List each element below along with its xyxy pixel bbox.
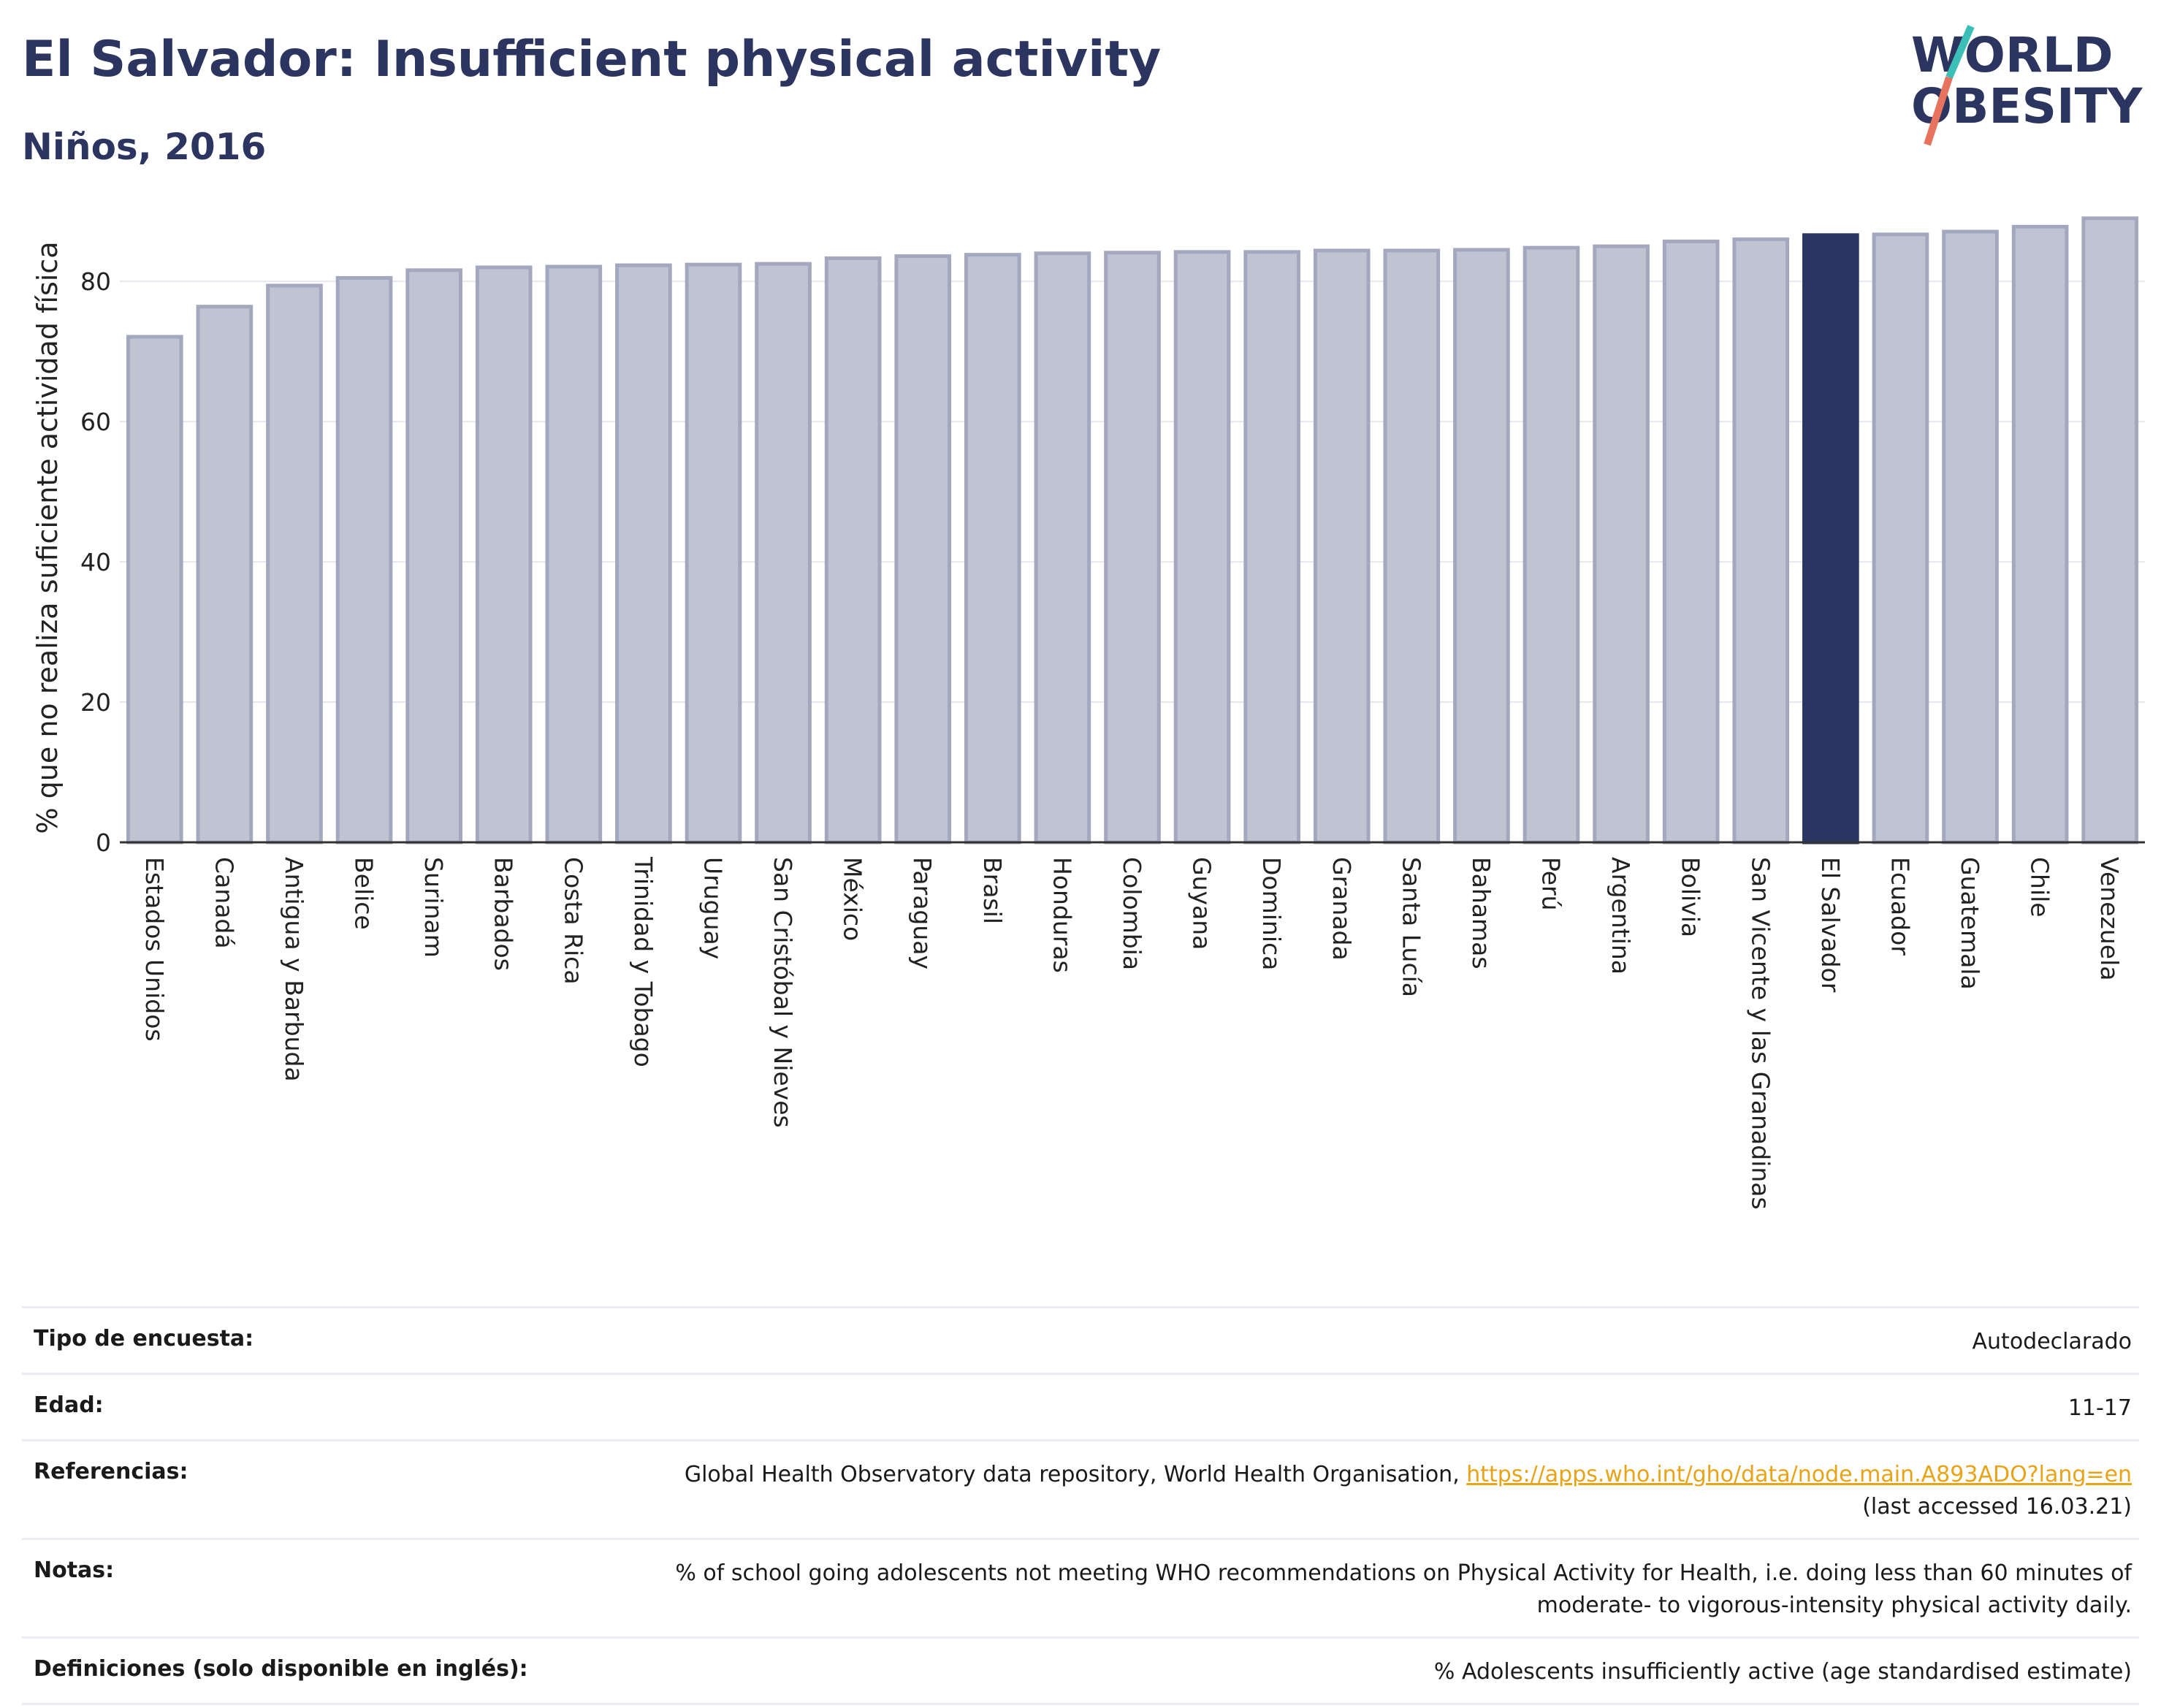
references-link[interactable]: https://apps.who.int/gho/data/node.main.… xyxy=(1466,1462,2132,1487)
notes-row: Notas: % of school going adolescents not… xyxy=(22,1538,2139,1636)
bar-antigua-y-barbuda xyxy=(266,283,323,845)
bar-costa-rica xyxy=(545,264,603,845)
definitions-value: % Adolescents insufficiently active (age… xyxy=(1433,1659,2132,1685)
bar-granada xyxy=(1313,248,1371,845)
bar-san-cristóbal-y-nieves xyxy=(755,262,812,845)
x-tick-label: Uruguay xyxy=(698,857,727,959)
bar-ecuador xyxy=(1872,232,1929,845)
bars xyxy=(126,216,2139,845)
x-tick-label: Barbados xyxy=(489,857,518,971)
y-tick-label: 80 xyxy=(80,267,111,296)
bar-uruguay xyxy=(685,262,742,845)
bar-brasil xyxy=(964,253,1021,845)
references-text: Global Health Observatory data repositor… xyxy=(684,1462,1467,1487)
bar-bolivia xyxy=(1662,239,1720,845)
x-tick-label: Surinam xyxy=(419,857,448,958)
bar-chart: 0 20 40 60 80 Estados Unidos Canadá Antigua y … xyxy=(31,216,2145,1210)
bar-santa-lucía xyxy=(1383,248,1441,845)
x-tick-label: Ecuador xyxy=(1886,857,1914,956)
x-tick-label: Colombia xyxy=(1118,857,1146,970)
x-tick-label: Argentina xyxy=(1607,857,1635,975)
survey-type-value: Autodeclarado xyxy=(1972,1329,2132,1354)
bar-dominica xyxy=(1243,250,1300,845)
y-tick-label: 40 xyxy=(80,548,111,576)
survey-type-label: Tipo de encuesta: xyxy=(34,1326,254,1351)
x-tick-label: San Vicente y las Granadinas xyxy=(1746,857,1775,1210)
x-tick-label: Guyana xyxy=(1188,857,1216,950)
x-tick-label: San Cristóbal y Nieves xyxy=(769,857,797,1128)
x-tick-label: Granada xyxy=(1327,857,1356,961)
bar-chile xyxy=(2011,224,2069,845)
x-tick-label: Dominica xyxy=(1257,857,1286,970)
bar-bahamas xyxy=(1453,248,1510,845)
notes-line-2: moderate- to vigorous-intensity physical… xyxy=(1536,1593,2132,1618)
x-tick-label: Trinidad y Tobago xyxy=(629,856,658,1067)
x-tick-label: Guatemala xyxy=(1956,857,1984,990)
chart-title: El Salvador: Insufficient physical activ… xyxy=(22,31,1162,88)
chart-subtitle: Niños, 2016 xyxy=(22,126,267,168)
bar-guyana xyxy=(1173,250,1231,845)
bar-barbados xyxy=(475,265,533,845)
bar-san-vicente-y-las-granadinas xyxy=(1732,237,1790,845)
notes-line-1: % of school going adolescents not meetin… xyxy=(675,1560,2132,1586)
x-tick-label: México xyxy=(839,857,867,941)
definitions-label: Definiciones (solo disponible en inglés)… xyxy=(34,1656,528,1682)
references-label: Referencias: xyxy=(34,1459,188,1484)
metadata-table: Tipo de encuesta: Autodeclarado Edad: 11… xyxy=(22,1306,2139,1705)
bar-perú xyxy=(1522,245,1580,845)
x-tick-label: Paraguay xyxy=(908,857,937,969)
svg-text:OBESITY: OBESITY xyxy=(1911,78,2143,134)
age-value: 11-17 xyxy=(2067,1395,2132,1421)
world-obesity-logo: WORLD OBESITY xyxy=(1911,25,2143,146)
x-tick-label: Belice xyxy=(350,857,378,930)
bar-guatemala xyxy=(1942,229,1999,845)
x-tick-label: Estados Unidos xyxy=(140,857,169,1042)
bar-venezuela xyxy=(2081,216,2139,845)
bar-méxico xyxy=(824,256,882,845)
notes-label: Notas: xyxy=(34,1558,115,1583)
bar-estados-unidos xyxy=(126,335,183,845)
references-row: Referencias: Global Health Observatory d… xyxy=(22,1439,2139,1538)
bar-belice xyxy=(335,275,393,845)
age-row: Edad: 11-17 xyxy=(22,1373,2139,1439)
x-tick-label: Perú xyxy=(1537,857,1566,911)
x-tick-label: Honduras xyxy=(1048,857,1076,973)
x-tick-label: Antigua y Barbuda xyxy=(280,857,308,1082)
bar-trinidad-y-tobago xyxy=(615,263,672,845)
bar-paraguay xyxy=(894,254,952,845)
x-axis-ticks: Estados Unidos Canadá Antigua y Barbuda Bel… xyxy=(140,856,2124,1210)
x-tick-label: Bahamas xyxy=(1467,857,1495,969)
x-tick-label: El Salvador xyxy=(1816,857,1845,993)
x-tick-label: Brasil xyxy=(978,857,1007,924)
y-tick-label: 0 xyxy=(96,828,111,857)
x-tick-label: Costa Rica xyxy=(559,857,587,985)
svg-text:WORLD: WORLD xyxy=(1911,27,2114,83)
x-tick-label: Venezuela xyxy=(2095,857,2124,980)
y-axis-ticks: 0 20 40 60 80 xyxy=(80,267,111,857)
bar-surinam xyxy=(405,268,462,845)
x-tick-label: Santa Lucía xyxy=(1397,857,1425,997)
references-value: Global Health Observatory data repositor… xyxy=(685,1459,2139,1523)
bar-argentina xyxy=(1593,244,1650,845)
survey-type-row: Tipo de encuesta: Autodeclarado xyxy=(22,1306,2139,1373)
x-tick-label: Canadá xyxy=(210,857,238,949)
references-accessed: (last accessed 16.03.21) xyxy=(1862,1494,2132,1520)
bar-el-salvador xyxy=(1802,233,1859,845)
bar-canadá xyxy=(196,305,254,845)
y-tick-label: 60 xyxy=(80,408,111,436)
age-label: Edad: xyxy=(34,1392,104,1418)
x-tick-label: Bolivia xyxy=(1677,857,1705,937)
y-axis-label: % que no realiza suficiente actividad fí… xyxy=(31,242,64,834)
y-tick-label: 20 xyxy=(80,688,111,717)
definitions-row: Definiciones (solo disponible en inglés)… xyxy=(22,1636,2139,1705)
bar-honduras xyxy=(1034,251,1091,845)
x-tick-label: Chile xyxy=(2026,857,2054,918)
notes-value: % of school going adolescents not meetin… xyxy=(675,1558,2139,1622)
bar-colombia xyxy=(1104,251,1161,845)
